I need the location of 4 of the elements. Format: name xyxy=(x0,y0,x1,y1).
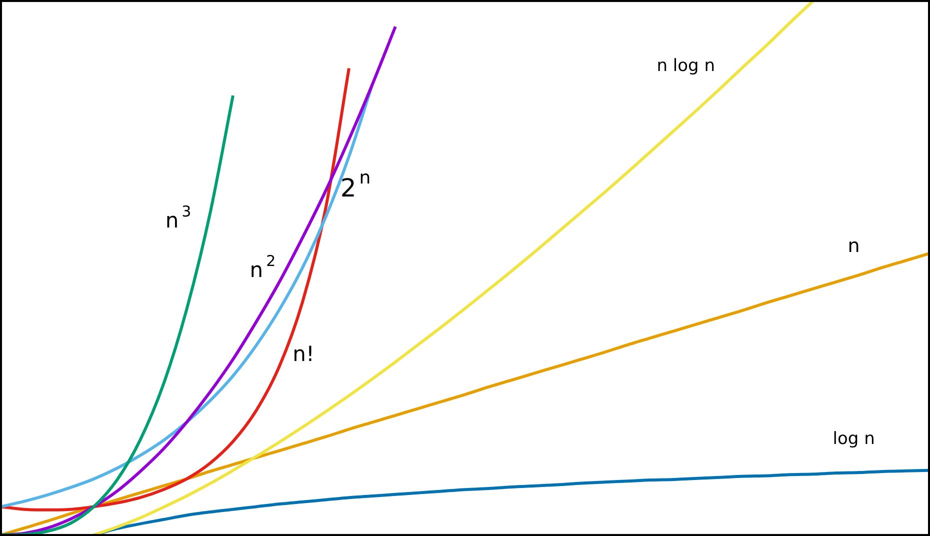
series-label: n! xyxy=(292,342,314,366)
series-label: log n xyxy=(832,428,875,449)
series-label: n xyxy=(848,235,860,258)
series-label: n log n xyxy=(656,56,716,76)
